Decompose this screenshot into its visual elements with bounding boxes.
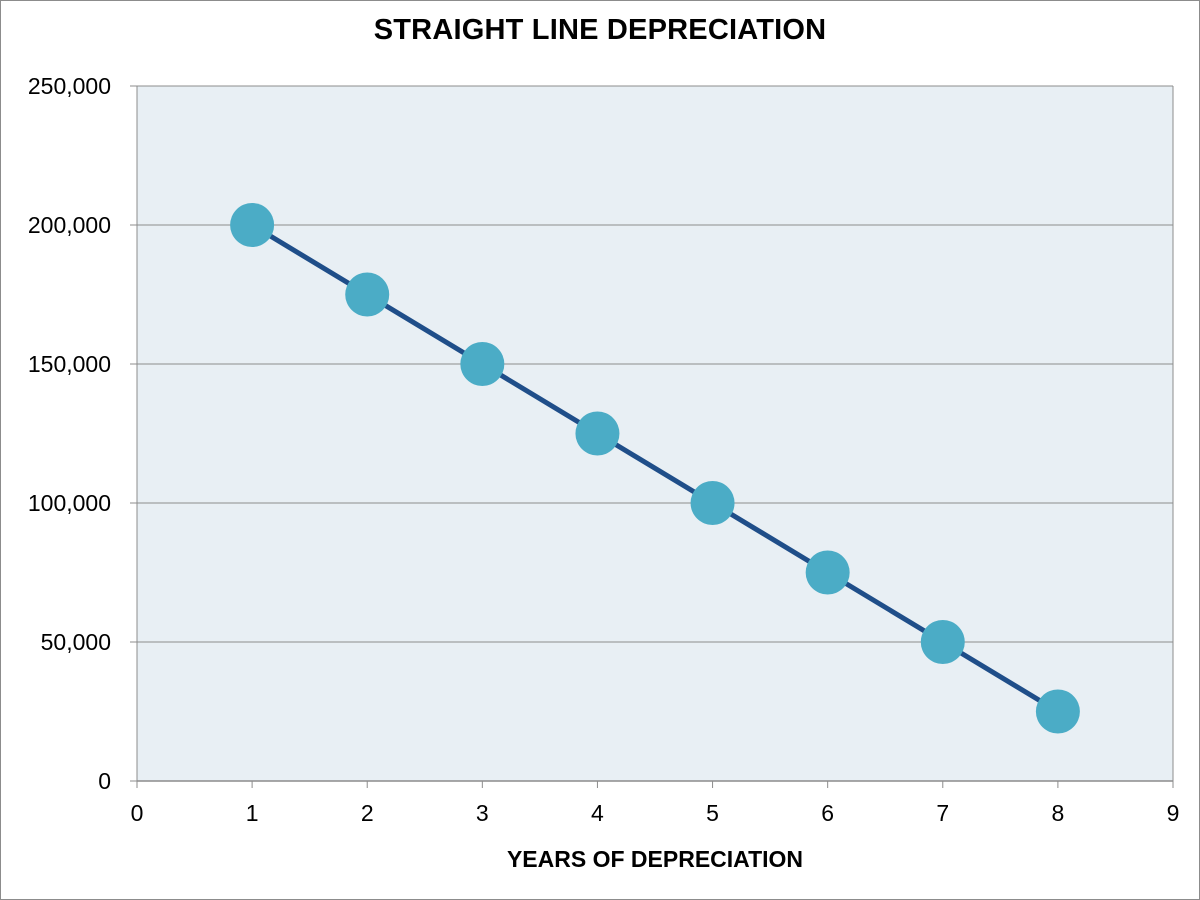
x-tick-label: 1	[246, 800, 259, 826]
x-tick-label: 5	[706, 800, 719, 826]
x-tick-label: 6	[821, 800, 834, 826]
plot-area	[137, 86, 1173, 781]
data-point	[230, 203, 275, 247]
x-tick-label: 0	[131, 800, 144, 826]
x-tick-label: 4	[591, 800, 604, 826]
data-point	[460, 342, 505, 386]
tick-labels: 0 50,000 100,000 150,000 200,000 250,000 0 1 2 3 4…	[28, 73, 1180, 826]
x-tick-label: 2	[361, 800, 374, 826]
data-point	[575, 411, 620, 456]
x-tick-label: 9	[1167, 800, 1180, 826]
data-point	[805, 550, 850, 595]
x-axis-label: YEARS OF DEPRECIATION	[506, 846, 804, 872]
data-point	[345, 272, 390, 317]
x-tick-label: 3	[476, 800, 489, 826]
y-tick-label: 200,000	[28, 212, 111, 238]
y-tick-label: 50,000	[41, 629, 111, 655]
data-markers	[230, 203, 1080, 734]
data-point	[690, 481, 735, 525]
chart-title: STRAIGHT LINE DEPRECIATION	[373, 14, 827, 46]
y-tick-label: 100,000	[28, 490, 111, 516]
series-line	[249, 222, 1061, 714]
x-tick-label: 7	[936, 800, 949, 826]
y-tick-label: 0	[98, 768, 111, 794]
y-tick-label: 150,000	[28, 351, 111, 377]
series-line-layer	[249, 222, 1061, 714]
data-point	[920, 620, 965, 664]
axes	[130, 85, 1174, 788]
y-tick-label: 250,000	[28, 73, 111, 99]
x-tick-label: 8	[1051, 800, 1064, 826]
data-point	[1035, 689, 1080, 734]
